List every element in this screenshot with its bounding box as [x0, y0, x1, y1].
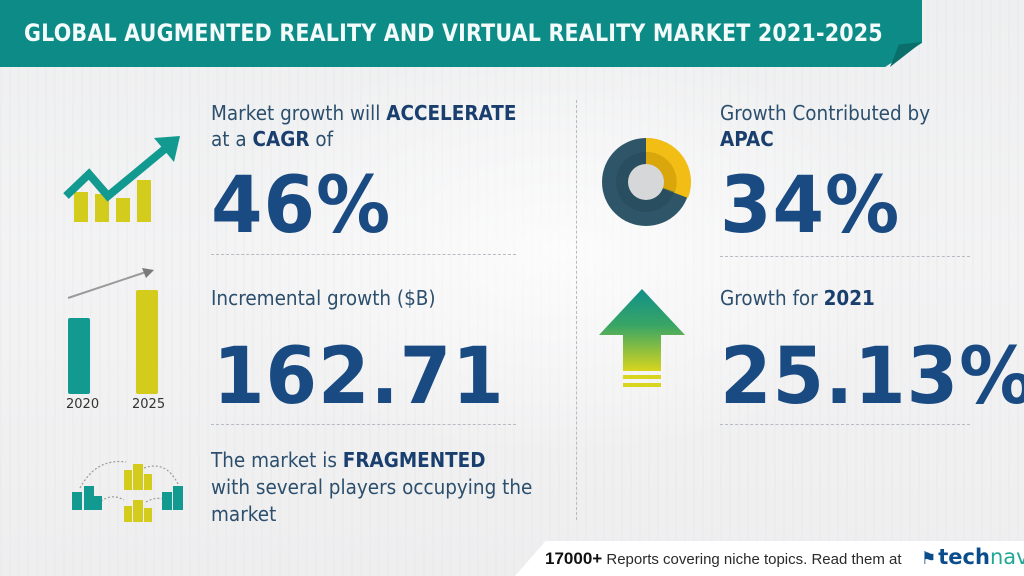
apac-label-line2: APAC: [720, 127, 774, 151]
page-title: GLOBAL AUGMENTED REALITY AND VIRTUAL REA…: [24, 19, 883, 47]
fragmented-label-bold: FRAGMENTED: [342, 448, 486, 472]
growth-chart-arrow-icon: [62, 134, 182, 229]
cagr-label-line2: at a CAGR of: [211, 127, 334, 151]
fragmented-label-line1: The market is FRAGMENTED: [211, 448, 486, 472]
incremental-label: Incremental growth ($B): [211, 286, 436, 310]
header-banner: [0, 0, 922, 67]
column-divider: [576, 100, 577, 520]
yoy-label: Growth for 2021: [720, 286, 875, 310]
divider: [211, 424, 516, 425]
yoy-value: 25.13%: [720, 332, 1024, 422]
bar-year-2025: 2025: [132, 397, 166, 412]
bar-comparison-icon: [62, 266, 172, 401]
divider: [720, 256, 970, 257]
bar-year-2020: 2020: [66, 397, 100, 412]
donut-chart-icon: [600, 136, 692, 233]
incremental-value: 162.71: [213, 332, 505, 422]
fragmented-label-line3: market: [211, 502, 277, 526]
fragmented-label-line2: with several players occupying the: [211, 475, 533, 499]
cagr-value: 46%: [211, 161, 392, 251]
cagr-label-line1: Market growth will ACCELERATE: [211, 101, 517, 125]
divider: [720, 424, 970, 425]
divider: [211, 254, 516, 255]
footer-text: 17000+ Reports covering niche topics. Re…: [545, 549, 902, 568]
technavio-logo[interactable]: ⚑technavio: [921, 545, 1024, 569]
up-arrow-icon: [597, 287, 687, 404]
footer-bar: [515, 541, 1024, 576]
connected-buildings-icon: [66, 456, 186, 531]
apac-label-line1: Growth Contributed by: [720, 101, 931, 125]
technavio-flag-icon: ⚑: [921, 549, 937, 569]
report-count: 17000+: [545, 549, 603, 568]
apac-value: 34%: [720, 161, 901, 251]
cagr-label-bold: ACCELERATE: [386, 101, 517, 125]
